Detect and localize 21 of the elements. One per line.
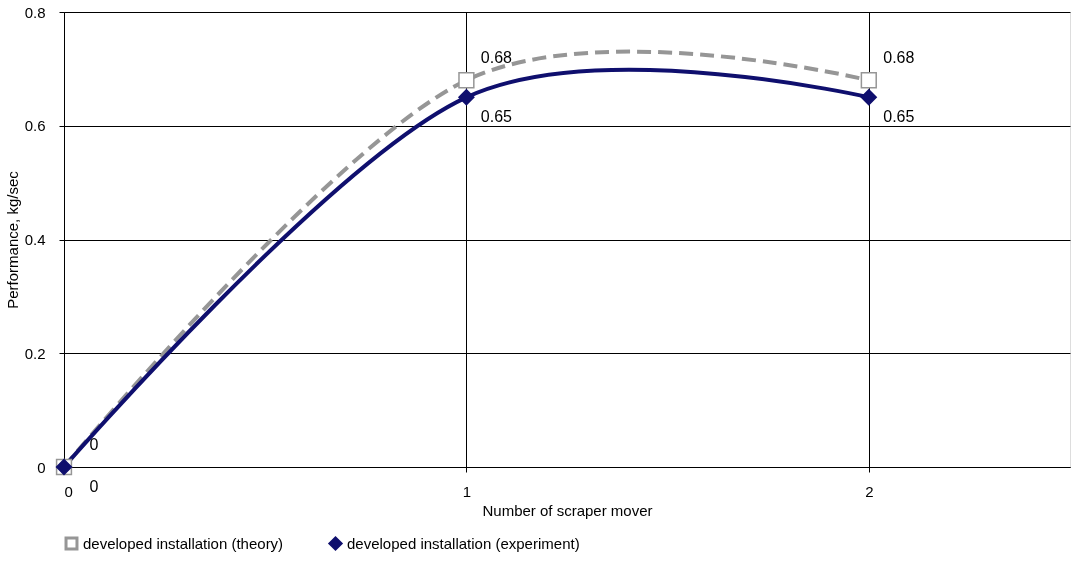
data-label: 0.65 — [883, 108, 915, 126]
x-tick-label: 0 — [64, 482, 73, 500]
x-tick-label: 1 — [462, 482, 472, 500]
legend-label: developed installation (theory) — [83, 534, 284, 552]
y-tick-label: 0.6 — [24, 117, 46, 135]
y-tick-label: 0.8 — [24, 3, 46, 21]
data-label: 0.68 — [883, 49, 915, 67]
point — [860, 72, 877, 89]
x-tick-label: 2 — [865, 482, 874, 500]
y-axis-title: Performance, kg/sec — [3, 170, 21, 309]
y-tick-label: 0.4 — [24, 231, 46, 248]
point — [860, 89, 877, 106]
x-axis-title: Number of scraper mover — [482, 501, 653, 519]
data-label: 0.68 — [480, 49, 513, 67]
data-label: 0 — [89, 436, 99, 453]
data-label: 0.65 — [480, 108, 513, 126]
y-tick-label: 0 — [37, 458, 46, 476]
legend-label: developed installation (experiment) — [347, 534, 580, 552]
point — [458, 89, 475, 106]
y-tick-label: 0.2 — [24, 344, 46, 362]
point — [458, 72, 475, 89]
